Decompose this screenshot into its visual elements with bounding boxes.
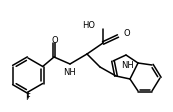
Text: O: O	[123, 28, 130, 38]
Text: NH: NH	[64, 68, 76, 76]
Text: F: F	[26, 93, 30, 101]
Text: O: O	[52, 36, 58, 44]
Text: HO: HO	[82, 20, 95, 29]
Text: NH: NH	[121, 60, 133, 70]
